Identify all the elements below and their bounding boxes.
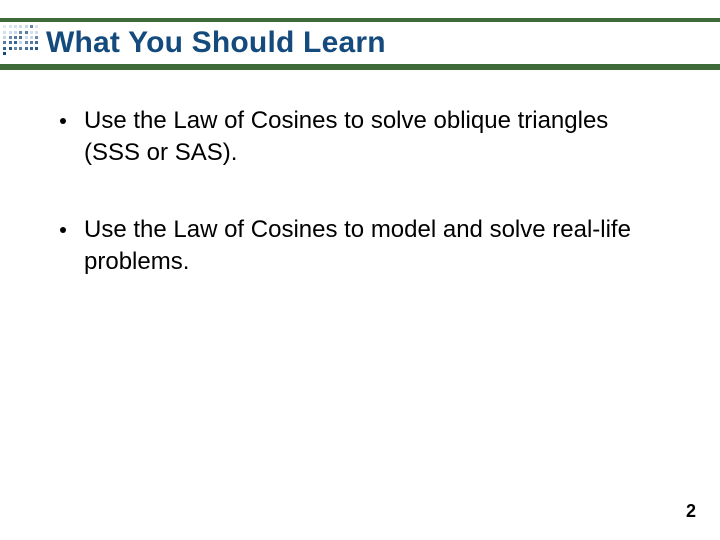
page-number: 2 <box>686 501 696 522</box>
slide-title: What You Should Learn <box>42 26 386 60</box>
logo-dot-grid-icon <box>0 22 42 64</box>
bullet-dot-icon <box>60 118 66 124</box>
bullet-dot-icon <box>60 227 66 233</box>
bullet-item: Use the Law of Cosines to solve oblique … <box>60 105 660 170</box>
bullet-item: Use the Law of Cosines to model and solv… <box>60 214 660 279</box>
title-row: What You Should Learn <box>0 22 720 64</box>
title-underline-bar <box>0 64 720 70</box>
bullet-text: Use the Law of Cosines to model and solv… <box>84 214 660 279</box>
bullet-text: Use the Law of Cosines to solve oblique … <box>84 105 660 170</box>
content-area: Use the Law of Cosines to solve oblique … <box>60 105 660 323</box>
